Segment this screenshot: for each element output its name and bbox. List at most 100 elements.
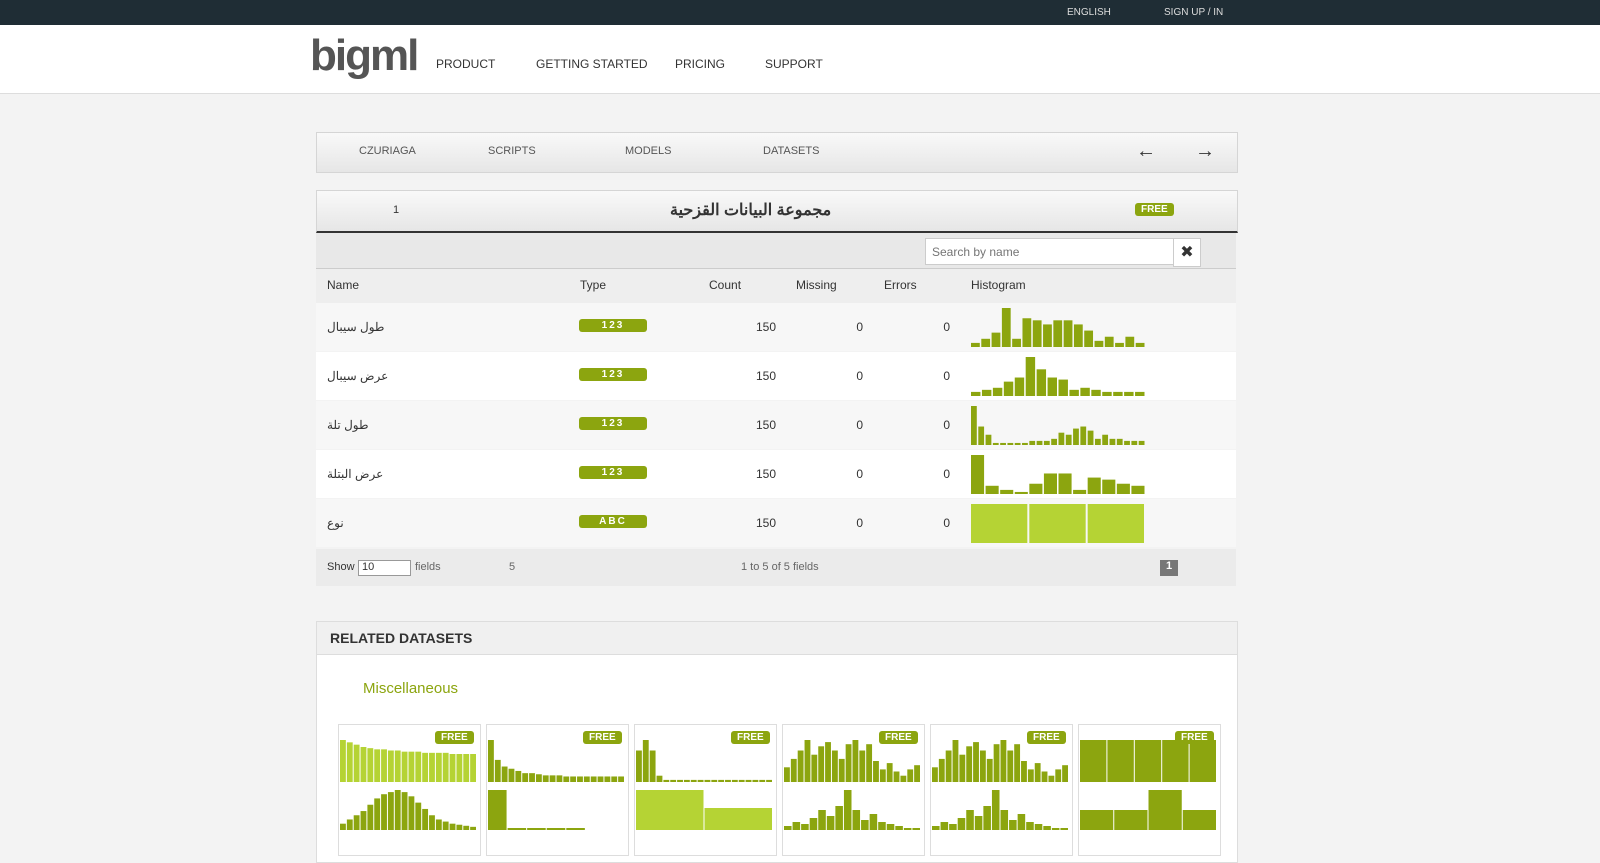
field-errors: 0 (943, 516, 950, 530)
column-header: Name (327, 278, 360, 292)
histogram-bar (577, 776, 583, 782)
histogram-bar (415, 751, 422, 782)
histogram-bar (1051, 828, 1060, 830)
histogram-bar (1048, 775, 1055, 782)
histogram-bar (869, 814, 878, 830)
histogram-bar (456, 824, 463, 830)
histogram-bar (1041, 771, 1048, 782)
language-menu[interactable]: ENGLISH (1067, 7, 1111, 18)
histogram (971, 406, 1145, 445)
dataset-card[interactable] (486, 724, 629, 856)
histogram-bar (488, 790, 507, 830)
histogram-bar (381, 794, 387, 830)
search-input[interactable] (925, 238, 1179, 265)
field-name: طول سيبال (327, 320, 385, 334)
nav-pricing[interactable]: PRICING (675, 57, 726, 71)
histogram-bar (556, 775, 563, 782)
histogram-bar (549, 775, 556, 782)
histogram-bar (811, 754, 818, 782)
clear-search[interactable]: ✖ (1173, 238, 1201, 267)
free-badge: FREE (1027, 731, 1066, 744)
histogram-bar (463, 825, 470, 830)
histogram-bar (1162, 740, 1189, 782)
histogram-bar (1009, 820, 1017, 830)
field-name: عرض البتلة (327, 467, 384, 481)
histogram-bar (797, 750, 804, 782)
histogram-bar (886, 763, 893, 782)
field-count: 150 (755, 320, 776, 334)
histogram-bar (1058, 473, 1072, 494)
page-size-select[interactable]: 10 (358, 560, 411, 576)
histogram-bar (1014, 377, 1025, 396)
histogram-bar (1073, 428, 1079, 445)
show-label: Show (327, 561, 355, 573)
histogram-bar (494, 759, 501, 782)
histogram (932, 790, 1068, 830)
histogram-bar (604, 776, 611, 782)
histogram-bar (986, 758, 993, 782)
histogram-bar (394, 750, 401, 782)
histogram-bar (1036, 369, 1047, 396)
histogram-bar (938, 758, 945, 782)
current-page[interactable]: 1 (1160, 560, 1178, 576)
histogram-bar (1063, 320, 1073, 347)
logo[interactable]: bigml (310, 31, 419, 80)
histogram-bar (1032, 320, 1042, 347)
histogram-bar (861, 820, 869, 830)
tab-datasets[interactable]: DATASETS (763, 145, 820, 157)
histogram-bar (449, 754, 456, 782)
category-title[interactable]: Miscellaneous (363, 680, 459, 697)
histogram-bar (971, 342, 980, 347)
nav-getting-started[interactable]: GETTING STARTED (536, 57, 648, 71)
histogram (971, 504, 1144, 543)
histogram-bar (590, 776, 597, 782)
histogram-bar (985, 434, 992, 445)
nav-support[interactable]: SUPPORT (765, 57, 823, 71)
histogram-bar (546, 828, 566, 830)
dataset-card[interactable] (338, 724, 481, 856)
histogram-bar (394, 790, 401, 830)
histogram-bar (408, 796, 415, 830)
histogram-bar (340, 823, 346, 830)
histogram-bar (1102, 434, 1109, 445)
histogram-bar (1135, 391, 1145, 396)
histogram-bar (683, 779, 690, 782)
histogram-bar (507, 828, 527, 830)
tab-scripts[interactable]: SCRIPTS (488, 145, 536, 157)
histogram-bar (1080, 426, 1087, 445)
histogram-bar (991, 332, 1001, 347)
histogram-bar (611, 776, 618, 782)
histogram-bar (381, 749, 387, 782)
histogram-bar (1029, 483, 1043, 494)
field-errors: 0 (943, 467, 950, 481)
nav-product[interactable]: PRODUCT (436, 57, 496, 71)
histogram-bar (1124, 391, 1134, 396)
histogram-bar (1025, 357, 1036, 396)
histogram-bar (1073, 489, 1087, 494)
signup-menu[interactable]: SIGN UP / IN (1164, 7, 1224, 18)
back-arrow[interactable]: ← (1136, 140, 1156, 162)
histogram-bar (456, 754, 463, 782)
histogram-bar (949, 824, 957, 830)
histogram-bar (1148, 790, 1182, 830)
forward-arrow[interactable]: → (1195, 140, 1215, 162)
histogram-bar (360, 811, 367, 830)
user-menu[interactable]: CZURIAGA (359, 145, 416, 157)
tab-models[interactable]: MODELS (625, 145, 672, 157)
histogram-bar (1091, 389, 1101, 396)
histogram-bar (825, 742, 831, 782)
histogram-bar (583, 776, 590, 782)
histogram-bar (843, 790, 852, 830)
histogram-bar (818, 746, 825, 782)
histogram (971, 308, 1145, 347)
field-name: عرض سيبال (327, 369, 389, 383)
histogram-bar (470, 754, 476, 782)
histogram-bar (1051, 438, 1057, 445)
histogram-bar (738, 779, 745, 782)
related-title: RELATED DATASETS (330, 630, 473, 646)
dataset-header (316, 190, 1238, 233)
histogram-bar (429, 752, 435, 782)
histogram-bar (1017, 814, 1026, 830)
histogram-bar (1080, 387, 1090, 396)
